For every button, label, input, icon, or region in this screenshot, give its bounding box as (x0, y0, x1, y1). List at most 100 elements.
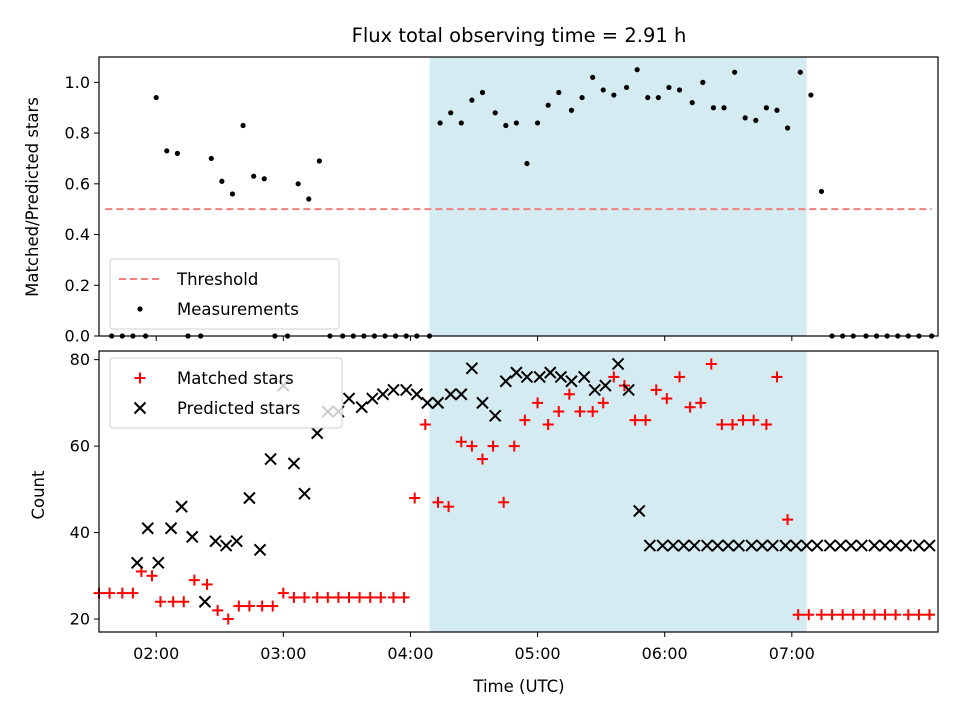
legend-label: Threshold (176, 270, 258, 289)
data-point (400, 383, 413, 397)
data-point (376, 388, 390, 401)
data-point (153, 94, 159, 101)
data-point (587, 406, 599, 418)
legend-label: Measurements (177, 300, 299, 319)
data-point (116, 587, 128, 599)
data-point (519, 414, 531, 426)
plot-frame (98, 350, 939, 633)
data-point (299, 591, 311, 603)
data-point (240, 122, 246, 129)
data-point (152, 556, 165, 570)
data-point (277, 587, 289, 599)
data-point (364, 591, 376, 603)
data-point (534, 120, 541, 126)
data-point (643, 539, 657, 552)
data-point (923, 539, 936, 552)
plot-frame (98, 56, 939, 337)
data-point (219, 178, 225, 184)
data-point (803, 609, 815, 621)
data-point (432, 496, 444, 508)
data-point (466, 440, 478, 452)
data-point (705, 358, 717, 370)
data-point (792, 609, 804, 621)
data-point (343, 591, 355, 603)
data-point (219, 539, 233, 552)
data-point (563, 388, 575, 400)
data-point (855, 539, 868, 552)
data-point (779, 539, 792, 552)
data-point (656, 539, 669, 552)
data-point (476, 396, 489, 410)
data-point (818, 188, 825, 195)
data-point (229, 191, 236, 197)
series-matched-stars (93, 358, 936, 625)
data-point (912, 539, 926, 552)
data-point (763, 105, 769, 111)
data-point (174, 150, 180, 156)
data-point (431, 396, 445, 410)
legend-swatch (134, 372, 146, 384)
data-point (542, 418, 554, 430)
data-point (565, 375, 578, 388)
data-point (688, 539, 701, 552)
data-point (913, 609, 925, 621)
data-point (533, 370, 546, 384)
data-point (611, 92, 617, 98)
panel-ratio: 0.0 0.2 0.4 0.6 0.8 1.0 Threshold Measurements (65, 56, 939, 346)
data-point (633, 504, 646, 518)
data-point (577, 370, 591, 384)
data-point (198, 595, 212, 608)
highlight-span (429, 57, 807, 336)
data-point (774, 107, 780, 113)
data-point (700, 79, 706, 85)
data-point (251, 173, 257, 179)
data-point (503, 122, 509, 129)
y-tick-label: 0.4 (65, 225, 90, 244)
data-point (868, 539, 881, 552)
data-point (316, 158, 322, 164)
data-point (721, 105, 727, 111)
data-point (844, 539, 858, 552)
data-point (837, 609, 849, 621)
data-point (823, 539, 837, 552)
data-point (789, 539, 803, 552)
data-point (645, 94, 651, 101)
data-point (890, 609, 902, 621)
data-point (608, 371, 620, 383)
data-point (510, 366, 523, 379)
legend-label: Matched stars (177, 369, 294, 388)
data-point (771, 371, 783, 383)
data-point (556, 89, 562, 96)
y-axis-label-top: Matched/Predicted stars (23, 97, 42, 297)
y-tick-label: 40 (70, 523, 90, 542)
data-point (141, 522, 154, 535)
data-point (130, 556, 144, 570)
x-tick-label: 06:00 (642, 644, 688, 663)
data-point (164, 522, 178, 535)
data-point (488, 409, 502, 423)
data-point (766, 539, 779, 552)
data-point (782, 514, 794, 526)
data-point (295, 181, 301, 187)
data-point (834, 539, 847, 552)
data-point (815, 609, 827, 621)
data-point (689, 100, 695, 106)
data-point (201, 578, 213, 590)
data-point (599, 379, 612, 392)
data-point (322, 591, 334, 603)
data-point (640, 414, 652, 426)
data-point (479, 89, 486, 96)
data-point (695, 397, 707, 409)
data-point (545, 102, 551, 108)
data-point (858, 609, 870, 621)
y-tick-label: 0.8 (65, 124, 90, 143)
data-point (677, 539, 690, 552)
data-point (458, 120, 464, 126)
data-point (306, 196, 312, 202)
data-point (597, 397, 609, 409)
chart-title: Flux total observing time = 2.91 h (352, 24, 687, 47)
data-point (366, 392, 379, 405)
data-point (355, 400, 368, 414)
legend-box (109, 258, 340, 330)
data-point (661, 393, 673, 405)
